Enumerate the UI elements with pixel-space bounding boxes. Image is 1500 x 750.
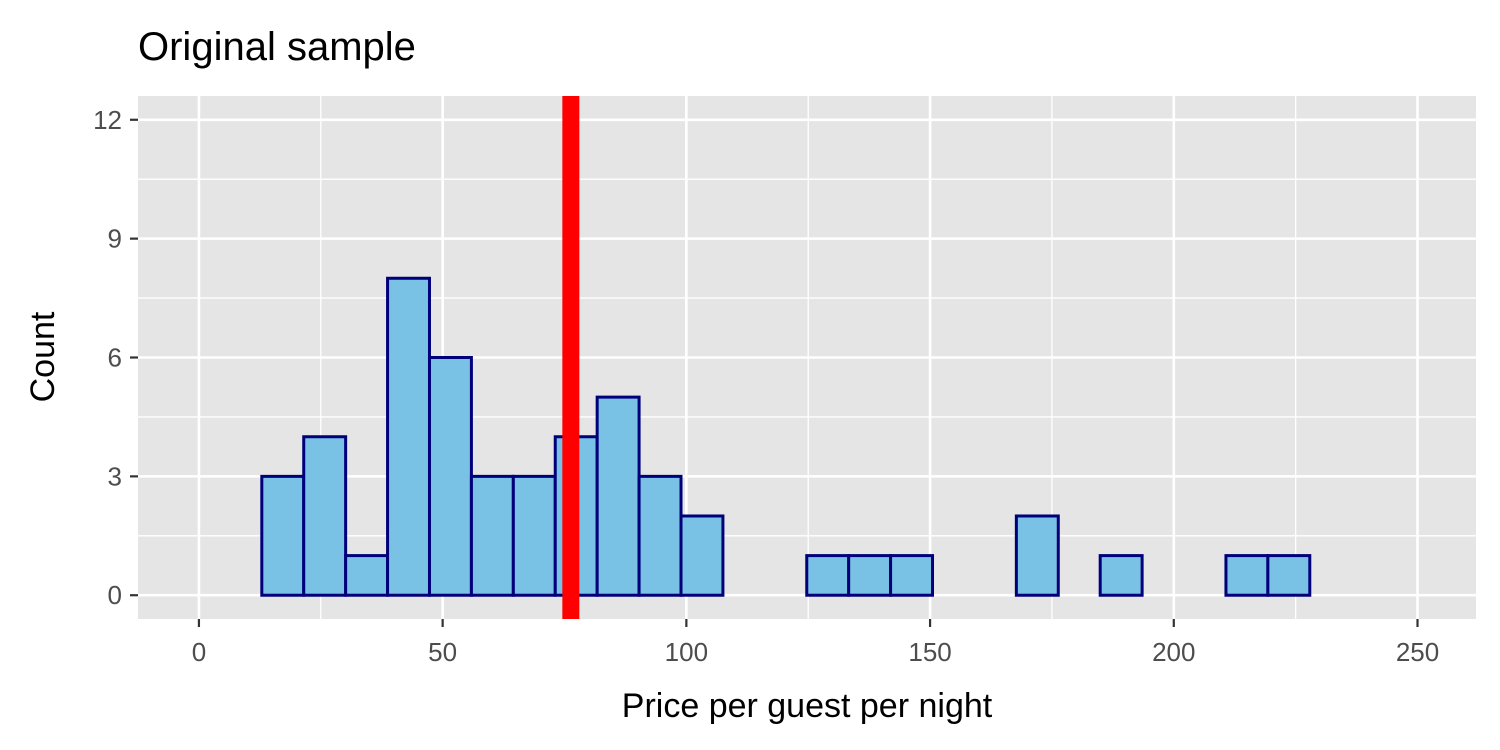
chart-title: Original sample: [138, 25, 416, 69]
histogram-bar: [511, 474, 557, 597]
histogram-bar: [679, 514, 725, 597]
y-tick-label: 0: [108, 580, 122, 610]
histogram-bar: [637, 474, 683, 597]
x-axis-title: Price per guest per night: [622, 687, 993, 725]
histogram-bars: [260, 276, 1312, 597]
histogram-bar: [1224, 554, 1270, 597]
y-tick-label: 6: [108, 343, 122, 373]
histogram-bar: [386, 276, 431, 597]
y-tick-label: 3: [108, 461, 122, 491]
axes: 0 50 100 150 200 250 0 3 6 9 12: [93, 105, 1439, 667]
x-tick-label: 200: [1152, 637, 1195, 667]
histogram-bar: [1266, 554, 1312, 597]
histogram-bar: [1098, 554, 1144, 597]
x-tick-label: 250: [1396, 637, 1439, 667]
x-tick-label: 50: [428, 637, 457, 667]
histogram-bar: [805, 554, 851, 597]
y-tick-label: 12: [93, 105, 122, 135]
histogram-bar: [469, 474, 515, 597]
histogram-bar: [344, 554, 390, 597]
x-tick-label: 150: [908, 637, 951, 667]
histogram-bar: [1014, 514, 1060, 597]
histogram-bar: [889, 554, 935, 597]
histogram-bar: [302, 435, 348, 597]
x-tick-label: 100: [665, 637, 708, 667]
y-tick-label: 9: [108, 224, 122, 254]
histogram-bar: [595, 395, 641, 597]
histogram-bar: [260, 474, 306, 597]
histogram-bar: [427, 356, 473, 597]
histogram-bar: [847, 554, 893, 597]
x-tick-label: 0: [192, 637, 206, 667]
y-axis-title: Count: [24, 311, 62, 402]
